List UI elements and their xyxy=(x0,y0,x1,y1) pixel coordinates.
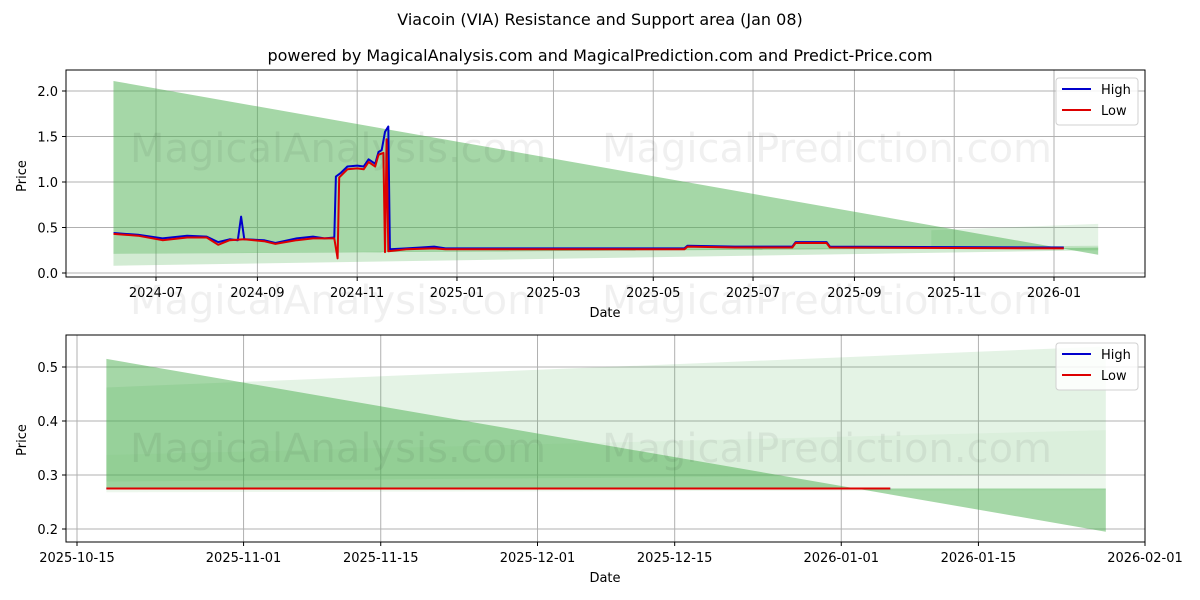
x-tick-label: 2025-03 xyxy=(526,286,580,301)
bottom-y-axis-label: Price xyxy=(15,424,30,456)
bottom-plot-frame xyxy=(65,334,1146,543)
top-plot-frame xyxy=(65,69,1146,278)
top-x-axis: 2024-07 2024-09 2024-11 2025-01 2025-03 2025-… xyxy=(129,277,1081,301)
x-tick-label: 2025-07 xyxy=(726,286,780,301)
y-tick-label: 1.5 xyxy=(37,131,58,146)
top-y-axis-label: Price xyxy=(15,160,30,192)
x-tick-label: 2025-01 xyxy=(430,286,484,301)
series-low-line xyxy=(113,138,1064,260)
bottom-y-axis: 0.2 0.3 0.4 0.5 xyxy=(37,361,66,538)
y-tick-label: 0.5 xyxy=(37,222,58,237)
x-tick-label: 2026-02-01 xyxy=(1107,551,1183,566)
legend-low-label: Low xyxy=(1101,369,1127,384)
top-x-axis-label: Date xyxy=(589,306,620,321)
top-price-lines xyxy=(113,125,1064,260)
x-tick-label: 2025-12-01 xyxy=(500,551,576,566)
watermark-magicalanalysis: MagicalAnalysis.com xyxy=(130,126,546,172)
x-tick-label: 2026-01-01 xyxy=(803,551,879,566)
y-tick-label: 0.5 xyxy=(37,361,58,376)
y-tick-label: 1.0 xyxy=(37,176,58,191)
watermark-magicalprediction: MagicalPrediction.com xyxy=(602,426,1052,472)
x-tick-label: 2025-09 xyxy=(827,286,881,301)
x-tick-label: 2026-01 xyxy=(1027,286,1081,301)
chart-title: Viacoin (VIA) Resistance and Support are… xyxy=(397,10,803,29)
x-tick-label: 2024-07 xyxy=(129,286,183,301)
band-resistance-support-main xyxy=(113,80,1099,255)
band-upper-resistance xyxy=(106,346,1106,456)
x-tick-label: 2025-10-15 xyxy=(39,551,115,566)
band-mid-band xyxy=(106,430,1106,482)
x-tick-label: 2024-11 xyxy=(330,286,384,301)
legend-low-label: Low xyxy=(1101,104,1127,119)
x-tick-label: 2026-01-15 xyxy=(941,551,1017,566)
x-tick-label: 2025-11-01 xyxy=(206,551,282,566)
band-resistance-band-right xyxy=(931,223,1099,249)
watermark-magicalanalysis: MagicalAnalysis.com xyxy=(130,426,546,472)
band-support-band-low xyxy=(113,245,1099,266)
top-chart: MagicalAnalysis.com MagicalPrediction.co… xyxy=(15,69,1146,324)
x-tick-label: 2025-11 xyxy=(927,286,981,301)
top-legend: High Low xyxy=(1055,77,1139,126)
y-tick-label: 2.0 xyxy=(37,85,58,100)
bottom-x-axis: 2025-10-15 2025-11-01 2025-11-15 2025-12-01… xyxy=(39,542,1183,566)
watermark-magicalanalysis: MagicalAnalysis.com xyxy=(130,278,546,324)
y-tick-label: 0.3 xyxy=(37,469,58,484)
bottom-x-axis-label: Date xyxy=(589,571,620,586)
legend-high-label: High xyxy=(1101,348,1131,363)
x-tick-label: 2025-12-15 xyxy=(637,551,713,566)
x-tick-label: 2025-11-15 xyxy=(343,551,419,566)
bottom-chart: MagicalAnalysis.com MagicalPrediction.co… xyxy=(15,334,1183,586)
watermark-magicalprediction: MagicalPrediction.com xyxy=(602,278,1052,324)
y-tick-label: 0.2 xyxy=(37,523,58,538)
chart-subtitle: powered by MagicalAnalysis.com and Magic… xyxy=(267,46,933,65)
y-tick-label: 0.4 xyxy=(37,415,58,430)
watermark-magicalprediction: MagicalPrediction.com xyxy=(602,126,1052,172)
bottom-legend: High Low xyxy=(1055,342,1139,391)
top-y-axis: 0.0 0.5 1.0 1.5 2.0 xyxy=(37,85,66,282)
x-tick-label: 2025-05 xyxy=(626,286,680,301)
legend-high-label: High xyxy=(1101,83,1131,98)
y-tick-label: 0.0 xyxy=(37,267,58,282)
x-tick-label: 2024-09 xyxy=(230,286,284,301)
top-support-resistance-bands xyxy=(113,80,1099,266)
